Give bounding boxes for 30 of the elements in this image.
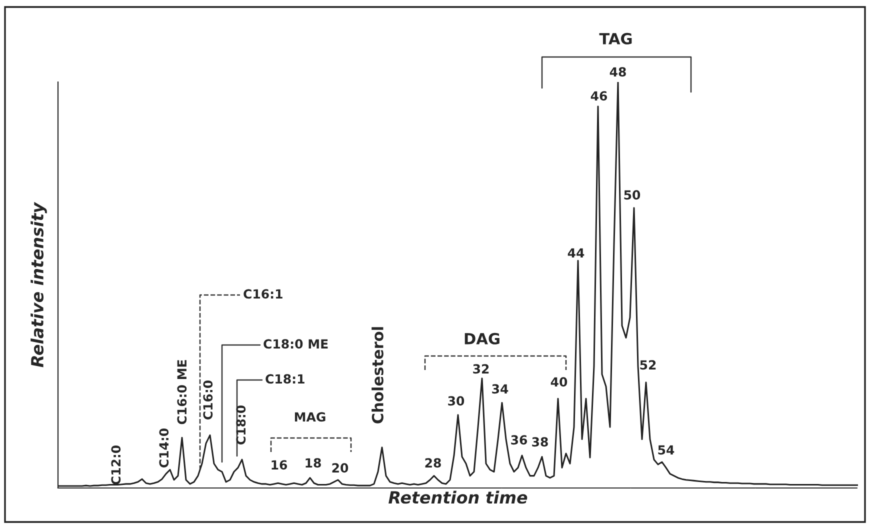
- text: TAG: [599, 32, 632, 44]
- annotation: C14:0: [159, 428, 169, 468]
- annotation: 18: [306, 458, 321, 468]
- annotation: MAG: [294, 412, 326, 422]
- annotation: DAG: [464, 332, 500, 344]
- annotation: C18:0: [236, 405, 246, 445]
- annotation: C18:0 ME: [264, 339, 328, 349]
- annotation: 44: [568, 248, 584, 258]
- annotation: 20: [332, 463, 348, 473]
- y-axis-title: Relative intensity: [30, 202, 47, 368]
- annotation: 52: [640, 360, 656, 370]
- annotation: C16:0: [203, 380, 213, 420]
- annotation: 40: [550, 377, 568, 387]
- annotation: 50: [624, 190, 640, 200]
- annotation: C16:1: [244, 289, 282, 299]
- annotation: C12:0: [111, 445, 121, 485]
- annotation: 28: [425, 458, 441, 468]
- x-axis-title: Retention time: [388, 490, 528, 504]
- annotation: 46: [590, 91, 608, 101]
- text: 48: [610, 67, 626, 77]
- annotation: 54: [658, 445, 674, 455]
- annotation: 36: [511, 435, 528, 445]
- annotation: C18:1: [266, 374, 304, 384]
- annotation: Cholesterol: [372, 327, 384, 424]
- annotation: C16:0 ME: [177, 360, 187, 424]
- annotation: 30: [448, 396, 464, 406]
- annotation: 38: [532, 437, 548, 447]
- annotation: 34: [492, 384, 508, 394]
- annotation: 16: [272, 460, 288, 470]
- annotation: 32: [473, 364, 489, 374]
